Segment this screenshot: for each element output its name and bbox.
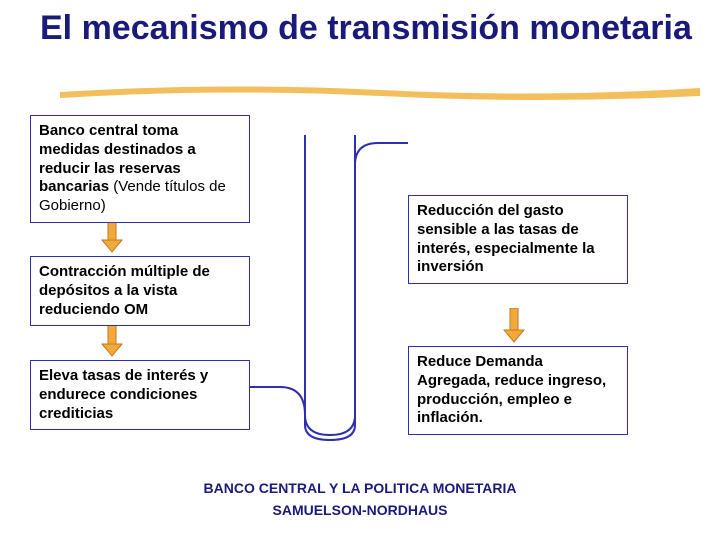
box2-bold: Contracción múltiple de depósitos a la v… <box>39 263 210 318</box>
arrow-b1-b2 <box>98 218 126 254</box>
box5-bold: Reduce Demanda Agregada, reduce ingreso,… <box>417 353 606 426</box>
title-streak <box>60 82 700 102</box>
footer-line2: SAMUELSON-NORDHAUS <box>0 502 720 518</box>
box-aggregate-demand: Reduce Demanda Agregada, reduce ingreso,… <box>408 346 628 435</box>
box-interest-rates: Eleva tasas de interés y endurece condic… <box>30 360 250 430</box>
arrow-b2-b3 <box>98 322 126 358</box>
footer-line1: BANCO CENTRAL Y LA POLITICA MONETARIA <box>0 480 720 496</box>
slide-title: El mecanismo de transmisión monetaria <box>40 10 692 47</box>
box-central-bank-action: Banco central toma medidas destinados a … <box>30 115 250 223</box>
arrow-b4-b5 <box>500 308 528 344</box>
box4-bold: Reducción del gasto sensible a las tasas… <box>417 202 595 275</box>
connector-b3-b4 <box>250 135 410 445</box>
box-spending-reduction: Reducción del gasto sensible a las tasas… <box>408 195 628 284</box>
box3-bold: Eleva tasas de interés y endurece condic… <box>39 367 208 422</box>
box-deposit-contraction: Contracción múltiple de depósitos a la v… <box>30 256 250 326</box>
